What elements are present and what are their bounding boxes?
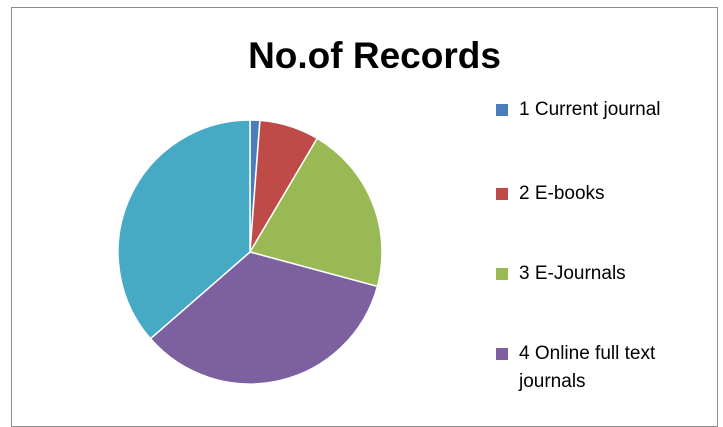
legend-swatch: [496, 348, 508, 360]
legend-swatch: [496, 104, 508, 116]
legend-label: 2 E-books: [519, 183, 605, 204]
pie-slice-5: [117, 119, 251, 340]
legend-label: 1 Current journal: [519, 99, 661, 120]
pie-slice-4: [149, 251, 379, 385]
pie-slice-3: [248, 137, 383, 288]
chart-title: No.of Records: [248, 35, 501, 76]
legend-swatch: [496, 268, 508, 280]
legend-label: 4 Online full text journals: [519, 343, 656, 392]
legend-swatch: [496, 188, 508, 200]
legend-label: 3 E-Journals: [519, 263, 626, 284]
pie-chart: [117, 119, 383, 385]
